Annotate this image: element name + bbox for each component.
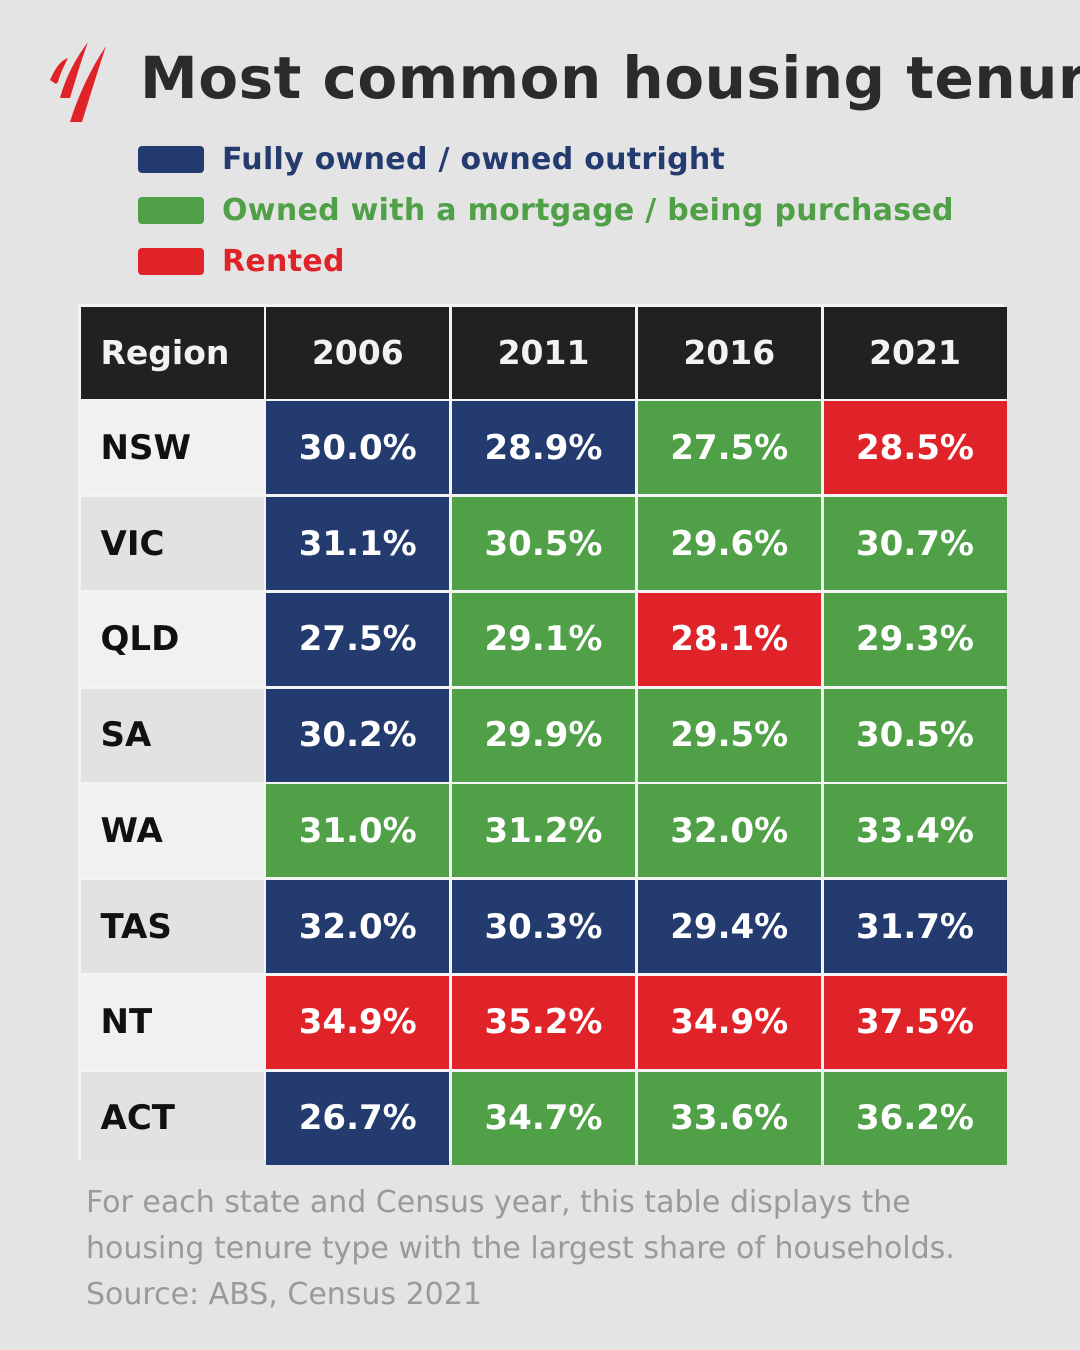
table-cell-sa-2021: 30.5% [823, 688, 1007, 782]
legend-item-mortgage: Owned with a mortgage / being purchased [138, 185, 954, 236]
footnote-line: housing tenure type with the largest sha… [86, 1231, 955, 1266]
legend-label: Rented [222, 244, 345, 279]
sbs-logo-icon [50, 42, 106, 122]
legend: Fully owned / owned outright Owned with a… [138, 134, 954, 287]
table-cell-qld-2021: 29.3% [823, 592, 1007, 686]
table-cell-wa-2021: 33.4% [823, 784, 1007, 878]
row-label-wa: WA [80, 784, 264, 878]
table-cell-tas-2016: 29.4% [637, 880, 821, 973]
legend-item-fully-owned: Fully owned / owned outright [138, 134, 954, 185]
table-cell-act-2016: 33.6% [637, 1071, 821, 1165]
table-cell-nt-2021: 37.5% [823, 975, 1007, 1069]
table-cell-nsw-2016: 27.5% [637, 401, 821, 495]
table-cell-vic-2011: 30.5% [452, 497, 635, 590]
row-label-sa: SA [80, 688, 264, 782]
table-cell-vic-2021: 30.7% [823, 497, 1007, 590]
row-label-qld: QLD [80, 592, 264, 686]
table-cell-act-2021: 36.2% [823, 1071, 1007, 1165]
table-cell-qld-2006: 27.5% [266, 592, 450, 686]
legend-item-rented: Rented [138, 236, 954, 287]
table-cell-act-2006: 26.7% [266, 1071, 450, 1165]
table-cell-sa-2016: 29.5% [637, 688, 821, 782]
table-cell-vic-2006: 31.1% [266, 497, 450, 590]
legend-swatch [138, 146, 204, 173]
table-cell-sa-2011: 29.9% [452, 688, 635, 782]
legend-label: Fully owned / owned outright [222, 142, 726, 177]
table-cell-wa-2011: 31.2% [452, 784, 635, 878]
column-header-2016: 2016 [637, 306, 821, 399]
row-label-act: ACT [80, 1071, 264, 1165]
row-label-tas: TAS [80, 880, 264, 973]
table-cell-vic-2016: 29.6% [637, 497, 821, 590]
row-label-vic: VIC [80, 497, 264, 590]
source-note: Source: ABS, Census 2021 [86, 1277, 482, 1312]
row-label-nsw: NSW [80, 401, 264, 495]
table-cell-act-2011: 34.7% [452, 1071, 635, 1165]
legend-label: Owned with a mortgage / being purchased [222, 193, 954, 228]
table-cell-nsw-2006: 30.0% [266, 401, 450, 495]
footnote: For each state and Census year, this tab… [86, 1180, 955, 1318]
footnote-line: For each state and Census year, this tab… [86, 1185, 911, 1220]
table-cell-tas-2021: 31.7% [823, 880, 1007, 973]
table-cell-nt-2006: 34.9% [266, 975, 450, 1069]
table-cell-tas-2011: 30.3% [452, 880, 635, 973]
table-cell-tas-2006: 32.0% [266, 880, 450, 973]
table-cell-wa-2016: 32.0% [637, 784, 821, 878]
table-cell-qld-2011: 29.1% [452, 592, 635, 686]
column-header-region: Region [80, 306, 264, 399]
table-cell-nt-2016: 34.9% [637, 975, 821, 1069]
legend-swatch [138, 197, 204, 224]
column-header-2006: 2006 [266, 306, 450, 399]
table-cell-sa-2006: 30.2% [266, 688, 450, 782]
chart-title: Most common housing tenure [140, 44, 1080, 112]
table-cell-nsw-2021: 28.5% [823, 401, 1007, 495]
column-header-2021: 2021 [823, 306, 1007, 399]
table-cell-nsw-2011: 28.9% [452, 401, 635, 495]
row-label-nt: NT [80, 975, 264, 1069]
table-cell-nt-2011: 35.2% [452, 975, 635, 1069]
table-cell-qld-2016: 28.1% [637, 592, 821, 686]
legend-swatch [138, 248, 204, 275]
tenure-table: Region 2006 2011 2016 2021 NSW 30.0% 28.9% 27.5%… [78, 304, 1007, 1165]
table-cell-wa-2006: 31.0% [266, 784, 450, 878]
column-header-2011: 2011 [452, 306, 635, 399]
